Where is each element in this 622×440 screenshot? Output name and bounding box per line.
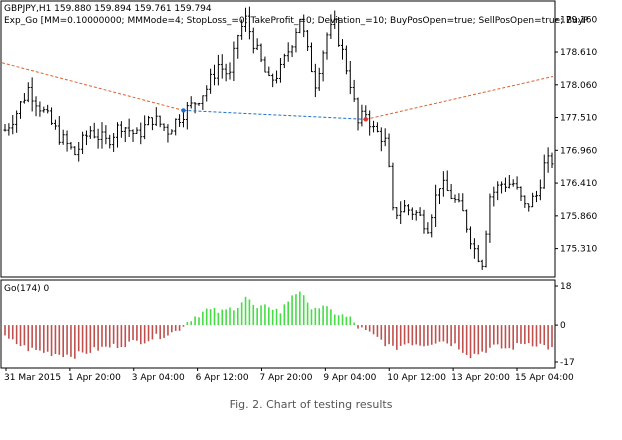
time-tick-label: 13 Apr 20:00 — [451, 373, 510, 383]
sell-marker — [363, 117, 368, 122]
price-tick-label: 176.410 — [560, 179, 597, 189]
time-tick-label: 31 Mar 2015 — [4, 373, 61, 383]
time-tick-label: 3 Apr 04:00 — [132, 373, 185, 383]
time-tick-label: 1 Apr 20:00 — [68, 373, 121, 383]
buy-marker — [181, 108, 186, 113]
indicator-axis: 18 0 -17 — [555, 282, 575, 368]
indicator-tick-label: 18 — [560, 282, 572, 292]
time-tick-label: 15 Apr 04:00 — [515, 373, 574, 383]
price-panel — [0, 0, 556, 278]
trade-lines — [1, 62, 554, 122]
price-tick-label: 178.060 — [560, 81, 597, 91]
price-tick-label: 179.160 — [560, 15, 597, 25]
price-tick-label: 177.510 — [560, 114, 597, 124]
indicator-tick-label: 0 — [560, 321, 566, 331]
price-tick-label: 176.960 — [560, 146, 597, 156]
indicator-histogram — [4, 291, 553, 359]
indicator-panel — [0, 279, 556, 369]
price-tick-label: 175.310 — [560, 245, 597, 255]
time-axis: 31 Mar 2015 1 Apr 20:00 3 Apr 04:00 6 Apr 1… — [4, 368, 574, 383]
symbol-info: GBPJPY,H1 159.880 159.894 159.761 159.79… — [4, 4, 212, 14]
trend-line-left — [1, 62, 184, 111]
expert-info: Exp_Go [MM=0.10000000; MMMode=4; StopLos… — [4, 16, 589, 26]
indicator-label: Go(174) 0 — [4, 284, 50, 294]
time-tick-label: 7 Apr 20:00 — [260, 373, 313, 383]
indicator-tick-label: -17 — [560, 358, 575, 368]
trade-line — [183, 109, 366, 120]
price-tick-label: 175.860 — [560, 212, 597, 222]
price-axis: 179.160 178.610 178.060 177.510 176.960 176.4… — [555, 15, 597, 255]
time-tick-label: 10 Apr 12:00 — [387, 373, 446, 383]
time-tick-label: 9 Apr 04:00 — [323, 373, 376, 383]
figure-caption: Fig. 2. Chart of testing results — [229, 398, 393, 411]
price-tick-label: 178.610 — [560, 48, 597, 58]
trend-line-right — [365, 75, 554, 120]
time-tick-label: 6 Apr 12:00 — [196, 373, 249, 383]
